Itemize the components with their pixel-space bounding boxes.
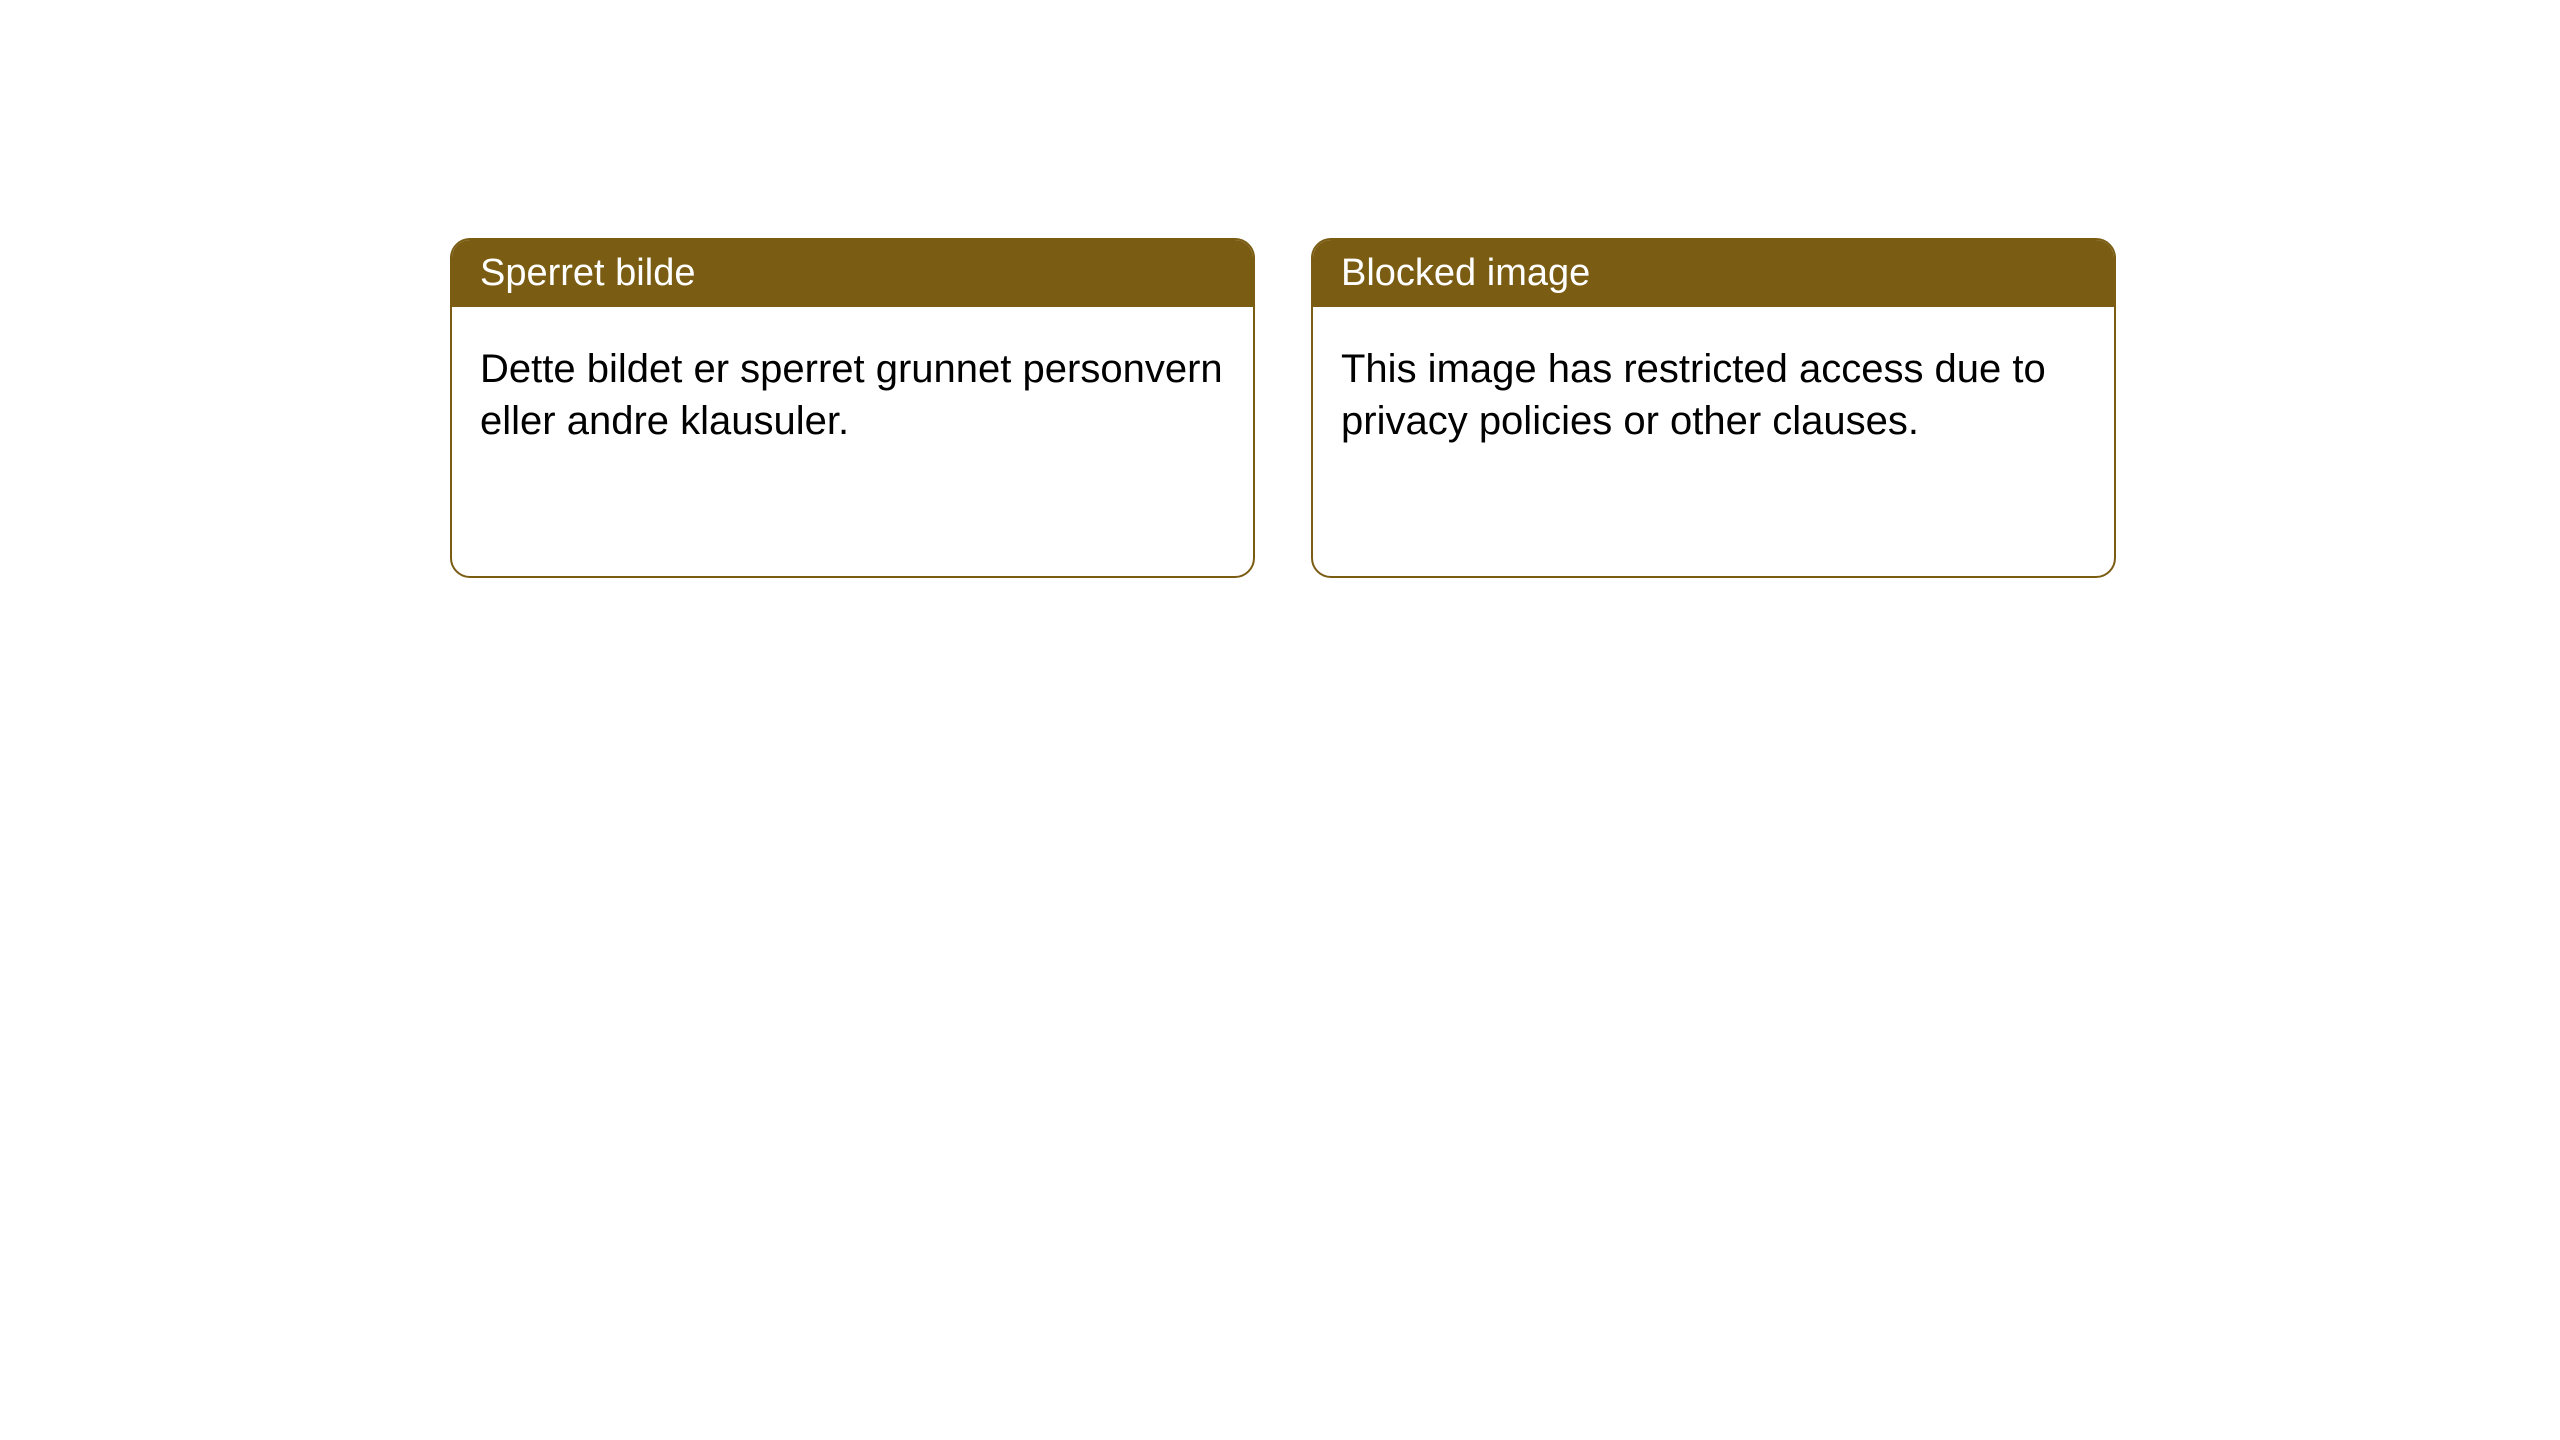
- notice-card-body: This image has restricted access due to …: [1313, 307, 2114, 483]
- notice-cards-container: Sperret bilde Dette bildet er sperret gr…: [450, 238, 2116, 578]
- notice-card-header: Blocked image: [1313, 240, 2114, 307]
- notice-card-body: Dette bildet er sperret grunnet personve…: [452, 307, 1253, 483]
- notice-card-english: Blocked image This image has restricted …: [1311, 238, 2116, 578]
- notice-card-norwegian: Sperret bilde Dette bildet er sperret gr…: [450, 238, 1255, 578]
- notice-card-header: Sperret bilde: [452, 240, 1253, 307]
